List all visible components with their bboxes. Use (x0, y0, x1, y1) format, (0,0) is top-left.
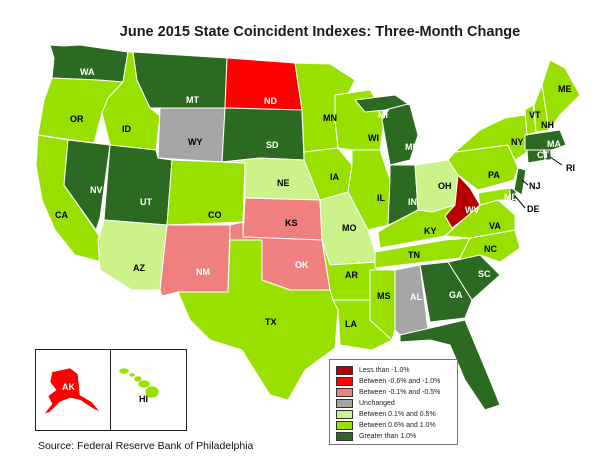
state-label-wv: WV (465, 205, 480, 215)
state-fl (399, 319, 501, 411)
state-label-ok: OK (295, 260, 309, 270)
state-hi-island (144, 385, 160, 399)
state-label-mi2: MI (378, 110, 388, 120)
state-label-co: CO (208, 210, 222, 220)
state-nv (63, 139, 111, 231)
legend-item: Between -0.6% and -1.0% (336, 376, 440, 386)
map-title: June 2015 State Coincident Indexes: Thre… (119, 24, 521, 40)
state-ak (43, 367, 101, 415)
state-label-ct: CT (537, 150, 549, 160)
state-label-de: DE (527, 204, 540, 214)
state-me (541, 59, 581, 131)
legend-item: Greater than 1.0% (336, 431, 416, 441)
legend-swatch (336, 409, 353, 419)
legend-label: Less than -1.0% (359, 366, 410, 374)
state-label-in: IN (408, 197, 417, 207)
legend-item: Between 0.6% and 1.0% (336, 420, 436, 430)
state-label-ak: AK (62, 382, 75, 392)
state-label-wi: WI (368, 133, 379, 143)
legend-swatch (336, 420, 353, 430)
state-label-ne: NE (277, 178, 290, 188)
state-label-ms: MS (377, 291, 391, 301)
state-label-pa: PA (488, 170, 500, 180)
leader-line-nj (521, 179, 529, 186)
state-label-mn: MN (323, 113, 337, 123)
state-hi-island (128, 372, 136, 378)
legend-label: Between 0.1% and 0.5% (359, 410, 436, 418)
state-label-ks: KS (285, 218, 298, 228)
legend-swatch (336, 376, 353, 386)
state-label-nv: NV (90, 185, 103, 195)
state-co (166, 159, 246, 226)
state-nj (513, 167, 527, 196)
state-label-az: AZ (133, 263, 145, 273)
state-label-ut: UT (140, 197, 152, 207)
state-label-mi: MI (405, 142, 415, 152)
state-label-hi: HI (139, 394, 148, 404)
state-label-ny: NY (511, 137, 524, 147)
state-label-nm: NM (196, 267, 210, 277)
legend-label: Between -0.6% and -1.0% (359, 377, 441, 385)
state-label-ar: AR (345, 270, 358, 280)
legend-label: Greater than 1.0% (359, 432, 417, 440)
state-ga (419, 261, 473, 323)
state-label-id: ID (122, 124, 132, 134)
state-label-me: ME (558, 84, 572, 94)
state-label-ca: CA (55, 210, 68, 220)
source-note: Source: Federal Reserve Bank of Philadel… (38, 440, 254, 452)
state-hi-island (137, 379, 151, 389)
state-label-nh: NH (541, 120, 554, 130)
state-label-ky: KY (424, 226, 437, 236)
state-label-fl: FL (477, 344, 488, 354)
state-label-mo: MO (342, 223, 357, 233)
legend-item: Less than -1.0% (336, 365, 410, 375)
state-label-ga: GA (449, 290, 463, 300)
state-il (347, 149, 391, 231)
state-label-ma: MA (547, 139, 561, 149)
legend-label: Unchanged (359, 399, 395, 407)
legend-swatch (336, 365, 353, 375)
legend-swatch (336, 431, 353, 441)
state-label-nj: NJ (529, 181, 541, 191)
state-label-al: AL (410, 292, 422, 302)
state-label-wa: WA (80, 67, 95, 77)
state-label-or: OR (70, 114, 84, 124)
state-hi-island (133, 375, 143, 383)
legend: Less than -1.0% Between -0.6% and -1.0% Be… (329, 359, 458, 445)
state-tx (177, 239, 339, 401)
state-label-sd: SD (266, 140, 279, 150)
state-label-va: VA (489, 221, 501, 231)
state-label-tn: TN (408, 250, 420, 260)
legend-label: Between 0.6% and 1.0% (359, 421, 436, 429)
leader-line-de (514, 195, 526, 209)
legend-item: Unchanged (336, 398, 395, 408)
state-label-vt: VT (529, 110, 541, 120)
state-label-sc: SC (478, 269, 491, 279)
state-md (477, 187, 511, 206)
state-mi-upper (354, 94, 409, 113)
state-label-la: LA (345, 319, 357, 329)
state-label-mt: MT (186, 95, 199, 105)
state-label-wy: WY (188, 137, 203, 147)
legend-item: Between 0.1% and 0.5% (336, 409, 436, 419)
state-label-il: IL (377, 193, 386, 203)
state-wv (444, 174, 481, 229)
legend-label: Between -0.1% and -0.5% (359, 388, 441, 396)
state-ma (524, 129, 567, 151)
state-label-nc: NC (484, 244, 497, 254)
state-label-ri: RI (566, 163, 575, 173)
leader-line-ri (549, 156, 563, 166)
legend-swatch (336, 387, 353, 397)
state-label-oh: OH (438, 181, 452, 191)
state-label-ia: IA (330, 172, 340, 182)
state-label-nd: ND (264, 96, 277, 106)
legend-item: Between -0.1% and -0.5% (336, 387, 440, 397)
state-hi-island (118, 367, 130, 375)
state-label-md: MD (504, 192, 518, 202)
legend-swatch (336, 398, 353, 408)
state-label-tx: TX (265, 317, 277, 327)
